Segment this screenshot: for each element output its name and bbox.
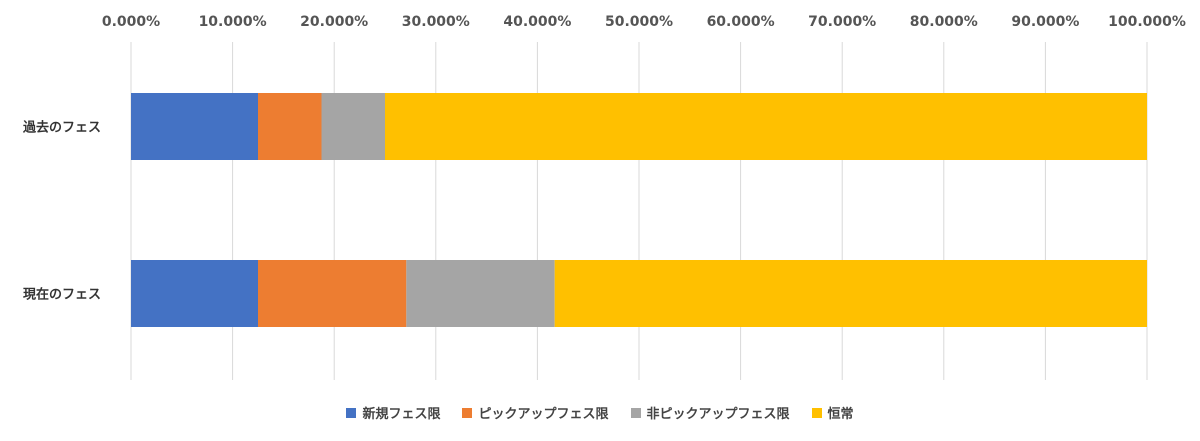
legend-item: 新規フェス限 — [346, 403, 440, 422]
x-tick-label: 100.000% — [1108, 14, 1186, 30]
legend-item: ピックアップフェス限 — [462, 403, 609, 422]
x-tick-label: 20.000% — [300, 14, 368, 30]
bar-segment — [554, 260, 1147, 327]
legend-swatch — [346, 407, 357, 418]
x-tick-label: 70.000% — [808, 14, 876, 30]
legend-label: 非ピックアップフェス限 — [646, 407, 790, 422]
x-tick-label: 50.000% — [605, 14, 673, 30]
bar-segment — [406, 260, 555, 327]
bar-segment — [131, 260, 258, 327]
legend-item: 恒常 — [811, 403, 854, 422]
x-tick-label: 80.000% — [910, 14, 978, 30]
legend-label: 恒常 — [827, 407, 854, 422]
legend-swatch — [462, 407, 473, 418]
x-tick-label: 60.000% — [707, 14, 775, 30]
bar-segment — [258, 93, 322, 160]
x-tick-label: 90.000% — [1011, 14, 1079, 30]
chart-plot: 0.000% 10.000% 20.000% 30.000% 40.000% 50.000… — [22, 14, 1186, 380]
chart-legend: 新規フェス限 ピックアップフェス限 非ピックアップフェス限 恒常 — [0, 403, 1200, 422]
x-tick-label: 0.000% — [102, 14, 160, 30]
x-tick-label: 30.000% — [402, 14, 470, 30]
bar-segment — [321, 93, 385, 160]
x-tick-label: 10.000% — [199, 14, 267, 30]
legend-item: 非ピックアップフェス限 — [630, 403, 790, 422]
legend-swatch — [811, 407, 822, 418]
legend-label: 新規フェス限 — [362, 407, 441, 422]
bar-segment — [131, 93, 258, 160]
bar-segment — [385, 93, 1147, 160]
bar-segment — [258, 260, 407, 327]
y-category-label: 過去のフェス — [22, 120, 101, 136]
y-category-label: 現在のフェス — [23, 287, 101, 303]
legend-label: ピックアップフェス限 — [478, 407, 609, 422]
legend-swatch — [630, 407, 641, 418]
x-tick-label: 40.000% — [503, 14, 571, 30]
